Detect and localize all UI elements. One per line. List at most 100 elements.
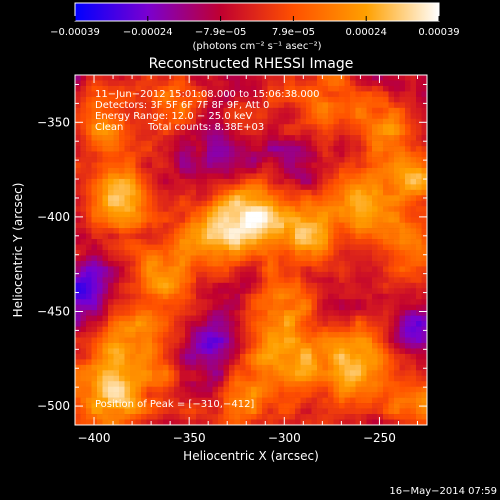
heatmap-cell [300,266,307,273]
heatmap-cell [416,200,422,207]
heatmap-cell [251,233,257,240]
heatmap-cell [97,184,103,191]
heatmap-cell [97,277,103,284]
heatmap-cell [240,151,246,158]
heatmap-cell [421,75,427,81]
heatmap-cell [135,80,142,87]
heatmap-cell [399,293,406,300]
heatmap-cell [306,353,312,360]
heatmap-cell [262,217,268,223]
heatmap-cell [207,113,213,120]
heatmap-cell [201,304,208,311]
heatmap-cell [108,162,114,169]
heatmap-cell [80,239,87,245]
heatmap-cell [300,140,307,147]
heatmap-cell [405,162,411,169]
heatmap-cell [328,233,334,240]
heatmap-cell [163,277,169,284]
heatmap-cell [416,364,422,371]
heatmap-cell [339,370,345,377]
heatmap-cell [146,353,153,360]
heatmap-cell [399,353,406,360]
heatmap-cell [399,397,406,404]
heatmap-cell [366,375,373,382]
heatmap-cell [86,222,92,229]
heatmap-cell [377,178,384,185]
heatmap-cell [410,260,417,267]
heatmap-cell [108,222,114,229]
heatmap-cell [322,135,329,141]
heatmap-cell [399,200,406,207]
heatmap-cell [119,124,125,130]
heatmap-cell [130,299,136,305]
heatmap-cell [179,129,186,136]
heatmap-cell [333,403,340,409]
heatmap-cell [168,348,175,355]
heatmap-cell [339,157,345,163]
heatmap-cell [311,386,318,393]
heatmap-cell [124,348,131,355]
heatmap-cell [141,173,147,180]
heatmap-cell [339,151,345,158]
heatmap-cell [262,364,268,371]
heatmap-cell [190,80,197,87]
heatmap-cell [377,184,384,191]
heatmap-cell [410,353,417,360]
heatmap-cell [168,129,175,136]
heatmap-cell [179,184,186,191]
heatmap-cell [267,342,274,349]
heatmap-cell [163,217,169,223]
heatmap-cell [355,206,362,213]
heatmap-cell [289,337,296,344]
heatmap-cell [207,85,213,92]
heatmap-cell [119,189,125,196]
heatmap-cell [267,75,274,81]
heatmap-cell [256,326,263,333]
heatmap-cell [196,211,202,218]
heatmap-cell [75,277,81,284]
heatmap-cell [196,386,202,393]
heatmap-cell [300,135,307,141]
heatmap-cell [394,370,400,377]
heatmap-cell [190,75,197,81]
heatmap-cell [212,157,219,163]
heatmap-cell [174,80,180,87]
heatmap-cell [251,173,257,180]
heatmap-cell [372,386,378,393]
heatmap-cell [273,271,279,278]
heatmap-cell [366,299,373,305]
heatmap-cell [135,107,142,114]
heatmap-cell [80,288,87,295]
heatmap-cell [163,151,169,158]
heatmap-cell [383,244,389,251]
heatmap-cell [366,244,373,251]
heatmap-cell [421,364,427,371]
heatmap-cell [300,222,307,229]
heatmap-cell [410,124,417,130]
heatmap-cell [146,250,153,256]
heatmap-cell [124,162,131,169]
heatmap-cell [300,348,307,355]
heatmap-cell [163,266,169,273]
heatmap-cell [174,140,180,147]
heatmap-cell [124,315,131,322]
heatmap-cell [212,151,219,158]
heatmap-cell [190,211,197,218]
heatmap-cell [267,326,274,333]
heatmap-cell [366,178,373,185]
heatmap-cell [410,271,417,278]
heatmap-cell [212,419,219,425]
heatmap-cell [262,370,268,377]
heatmap-cell [388,348,395,355]
heatmap-cell [179,250,186,256]
heatmap-cell [289,277,296,284]
heatmap-cell [179,206,186,213]
heatmap-cell [350,102,356,109]
heatmap-cell [372,162,378,169]
heatmap-cell [306,392,312,398]
heatmap-cell [328,211,334,218]
heatmap-cell [256,189,263,196]
heatmap-cell [196,321,202,327]
heatmap-cell [394,375,400,382]
